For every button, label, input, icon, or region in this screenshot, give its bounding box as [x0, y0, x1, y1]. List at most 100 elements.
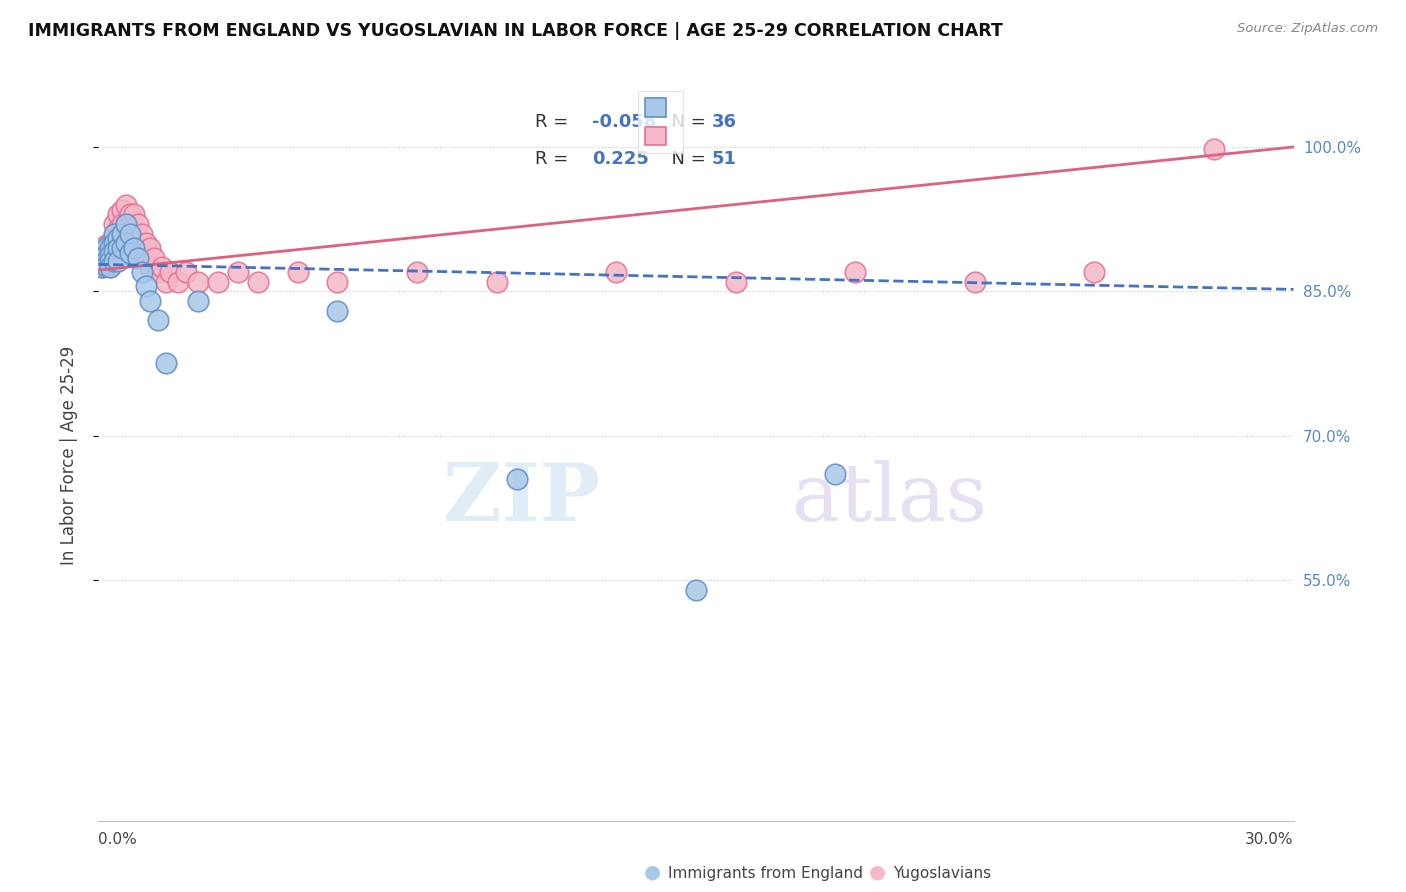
- Point: [485, 275, 508, 289]
- Point: [724, 275, 747, 289]
- Point: [100, 248, 122, 262]
- Point: [100, 241, 122, 255]
- Point: [685, 582, 707, 597]
- Point: [287, 265, 309, 279]
- Point: [96, 241, 118, 255]
- Point: [107, 236, 129, 251]
- Point: [139, 260, 162, 275]
- Text: R =: R =: [534, 150, 579, 168]
- Point: [131, 227, 153, 241]
- Point: [155, 356, 177, 371]
- Point: [187, 275, 209, 289]
- Point: [103, 236, 125, 251]
- Point: [124, 227, 146, 241]
- Point: [96, 238, 118, 252]
- Text: R =: R =: [534, 113, 574, 131]
- Point: [406, 265, 429, 279]
- Point: [159, 265, 181, 279]
- Text: 0.225: 0.225: [592, 150, 650, 168]
- Text: ●: ●: [644, 863, 661, 881]
- Point: [506, 472, 529, 486]
- Point: [207, 275, 229, 289]
- Point: [1202, 142, 1225, 156]
- Point: [131, 265, 153, 279]
- Text: 30.0%: 30.0%: [1246, 832, 1294, 847]
- Point: [103, 217, 125, 231]
- Point: [1083, 265, 1105, 279]
- Point: [246, 275, 269, 289]
- Point: [111, 231, 134, 245]
- Point: [124, 207, 146, 221]
- Point: [148, 265, 170, 279]
- Point: [103, 253, 125, 268]
- Point: [91, 260, 114, 275]
- Point: [96, 245, 118, 260]
- Text: Yugoslavians: Yugoslavians: [893, 866, 991, 881]
- Point: [103, 244, 125, 258]
- Point: [131, 245, 153, 260]
- Point: [107, 207, 129, 221]
- Point: [115, 236, 138, 251]
- Point: [226, 265, 249, 279]
- Point: [96, 253, 118, 268]
- Point: [167, 275, 190, 289]
- Point: [107, 241, 129, 255]
- Point: [100, 253, 122, 268]
- Point: [107, 221, 129, 235]
- Point: [115, 217, 138, 231]
- Point: [139, 241, 162, 255]
- Point: [150, 260, 173, 275]
- Text: N =: N =: [661, 113, 711, 131]
- Point: [96, 260, 118, 274]
- Point: [91, 255, 114, 269]
- Legend: , : ,: [637, 91, 683, 153]
- Text: ●: ●: [869, 863, 886, 881]
- Point: [187, 293, 209, 308]
- Text: ZIP: ZIP: [443, 459, 600, 538]
- Point: [115, 217, 138, 231]
- Point: [111, 202, 134, 217]
- Point: [103, 227, 125, 241]
- Point: [127, 217, 149, 231]
- Y-axis label: In Labor Force | Age 25-29: In Labor Force | Age 25-29: [59, 345, 77, 565]
- Point: [91, 257, 114, 271]
- Point: [120, 227, 142, 241]
- Point: [120, 207, 142, 221]
- Point: [963, 275, 986, 289]
- Point: [124, 241, 146, 255]
- Point: [103, 231, 125, 245]
- Point: [135, 236, 157, 251]
- Point: [96, 257, 118, 271]
- Point: [605, 265, 627, 279]
- Point: [326, 275, 349, 289]
- Point: [139, 293, 162, 308]
- Point: [111, 227, 134, 241]
- Point: [155, 275, 177, 289]
- Point: [111, 241, 134, 255]
- Point: [91, 260, 114, 275]
- Point: [103, 245, 125, 260]
- Text: IMMIGRANTS FROM ENGLAND VS YUGOSLAVIAN IN LABOR FORCE | AGE 25-29 CORRELATION CH: IMMIGRANTS FROM ENGLAND VS YUGOSLAVIAN I…: [28, 22, 1002, 40]
- Point: [91, 253, 114, 268]
- Point: [135, 279, 157, 293]
- Point: [107, 231, 129, 245]
- Point: [326, 303, 349, 318]
- Point: [120, 227, 142, 241]
- Point: [100, 236, 122, 251]
- Point: [115, 197, 138, 211]
- Point: [824, 467, 846, 482]
- Point: [844, 265, 866, 279]
- Point: [100, 260, 122, 275]
- Point: [120, 245, 142, 260]
- Point: [127, 236, 149, 251]
- Text: N =: N =: [661, 150, 711, 168]
- Point: [100, 260, 122, 275]
- Text: -0.058: -0.058: [592, 113, 657, 131]
- Text: 0.0%: 0.0%: [98, 832, 138, 847]
- Point: [100, 248, 122, 262]
- Point: [148, 313, 170, 327]
- Point: [143, 251, 166, 265]
- Text: Immigrants from England: Immigrants from England: [668, 866, 863, 881]
- Text: 36: 36: [711, 113, 737, 131]
- Point: [127, 251, 149, 265]
